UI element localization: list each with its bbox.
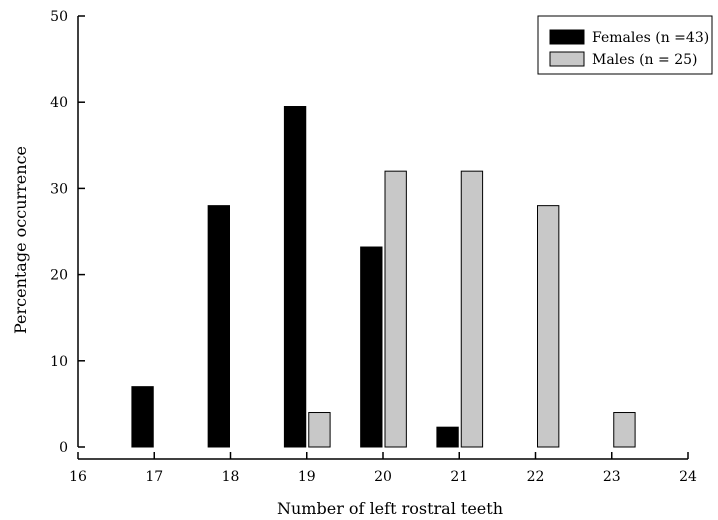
legend-label: Males (n = 25) <box>592 52 697 68</box>
legend: Females (n =43) Males (n = 25) <box>537 15 713 75</box>
x-tick-label: 23 <box>603 469 621 485</box>
male-bar <box>460 170 484 448</box>
x-tick-label: 24 <box>679 469 697 485</box>
x-axis-label: Number of left rostral teeth <box>277 499 503 518</box>
x-tick-label: 19 <box>298 469 316 485</box>
female-bar <box>360 246 383 448</box>
female-bar <box>283 106 307 448</box>
legend-label: Females (n =43) <box>592 30 709 46</box>
y-tick-label: 0 <box>59 440 68 456</box>
male-bar <box>308 412 331 448</box>
x-tick-label: 20 <box>374 469 392 485</box>
y-axis-label: Percentage occurrence <box>11 146 30 334</box>
male-bar <box>384 170 407 448</box>
male-bar <box>613 412 636 448</box>
y-tick-label: 20 <box>50 268 68 284</box>
female-bar <box>131 386 154 448</box>
x-tick-label: 17 <box>145 469 163 485</box>
y-tick-label: 50 <box>50 9 68 25</box>
female-bar <box>207 205 230 448</box>
y-tick-label: 30 <box>50 181 68 197</box>
legend-swatch <box>549 51 585 67</box>
legend-box <box>537 15 713 75</box>
x-tick-label: 22 <box>527 469 545 485</box>
female-bar <box>436 426 459 448</box>
x-tick-label: 18 <box>222 469 240 485</box>
y-tick-label: 10 <box>50 354 68 370</box>
x-tick-label: 16 <box>69 469 87 485</box>
bars <box>131 106 636 448</box>
legend-swatch <box>549 29 585 45</box>
x-tick-label: 21 <box>450 469 468 485</box>
y-tick-label: 40 <box>50 95 68 111</box>
axes: 0 10 20 30 40 50 16 17 18 19 20 21 22 23 24 <box>50 9 697 485</box>
male-bar <box>537 205 560 448</box>
